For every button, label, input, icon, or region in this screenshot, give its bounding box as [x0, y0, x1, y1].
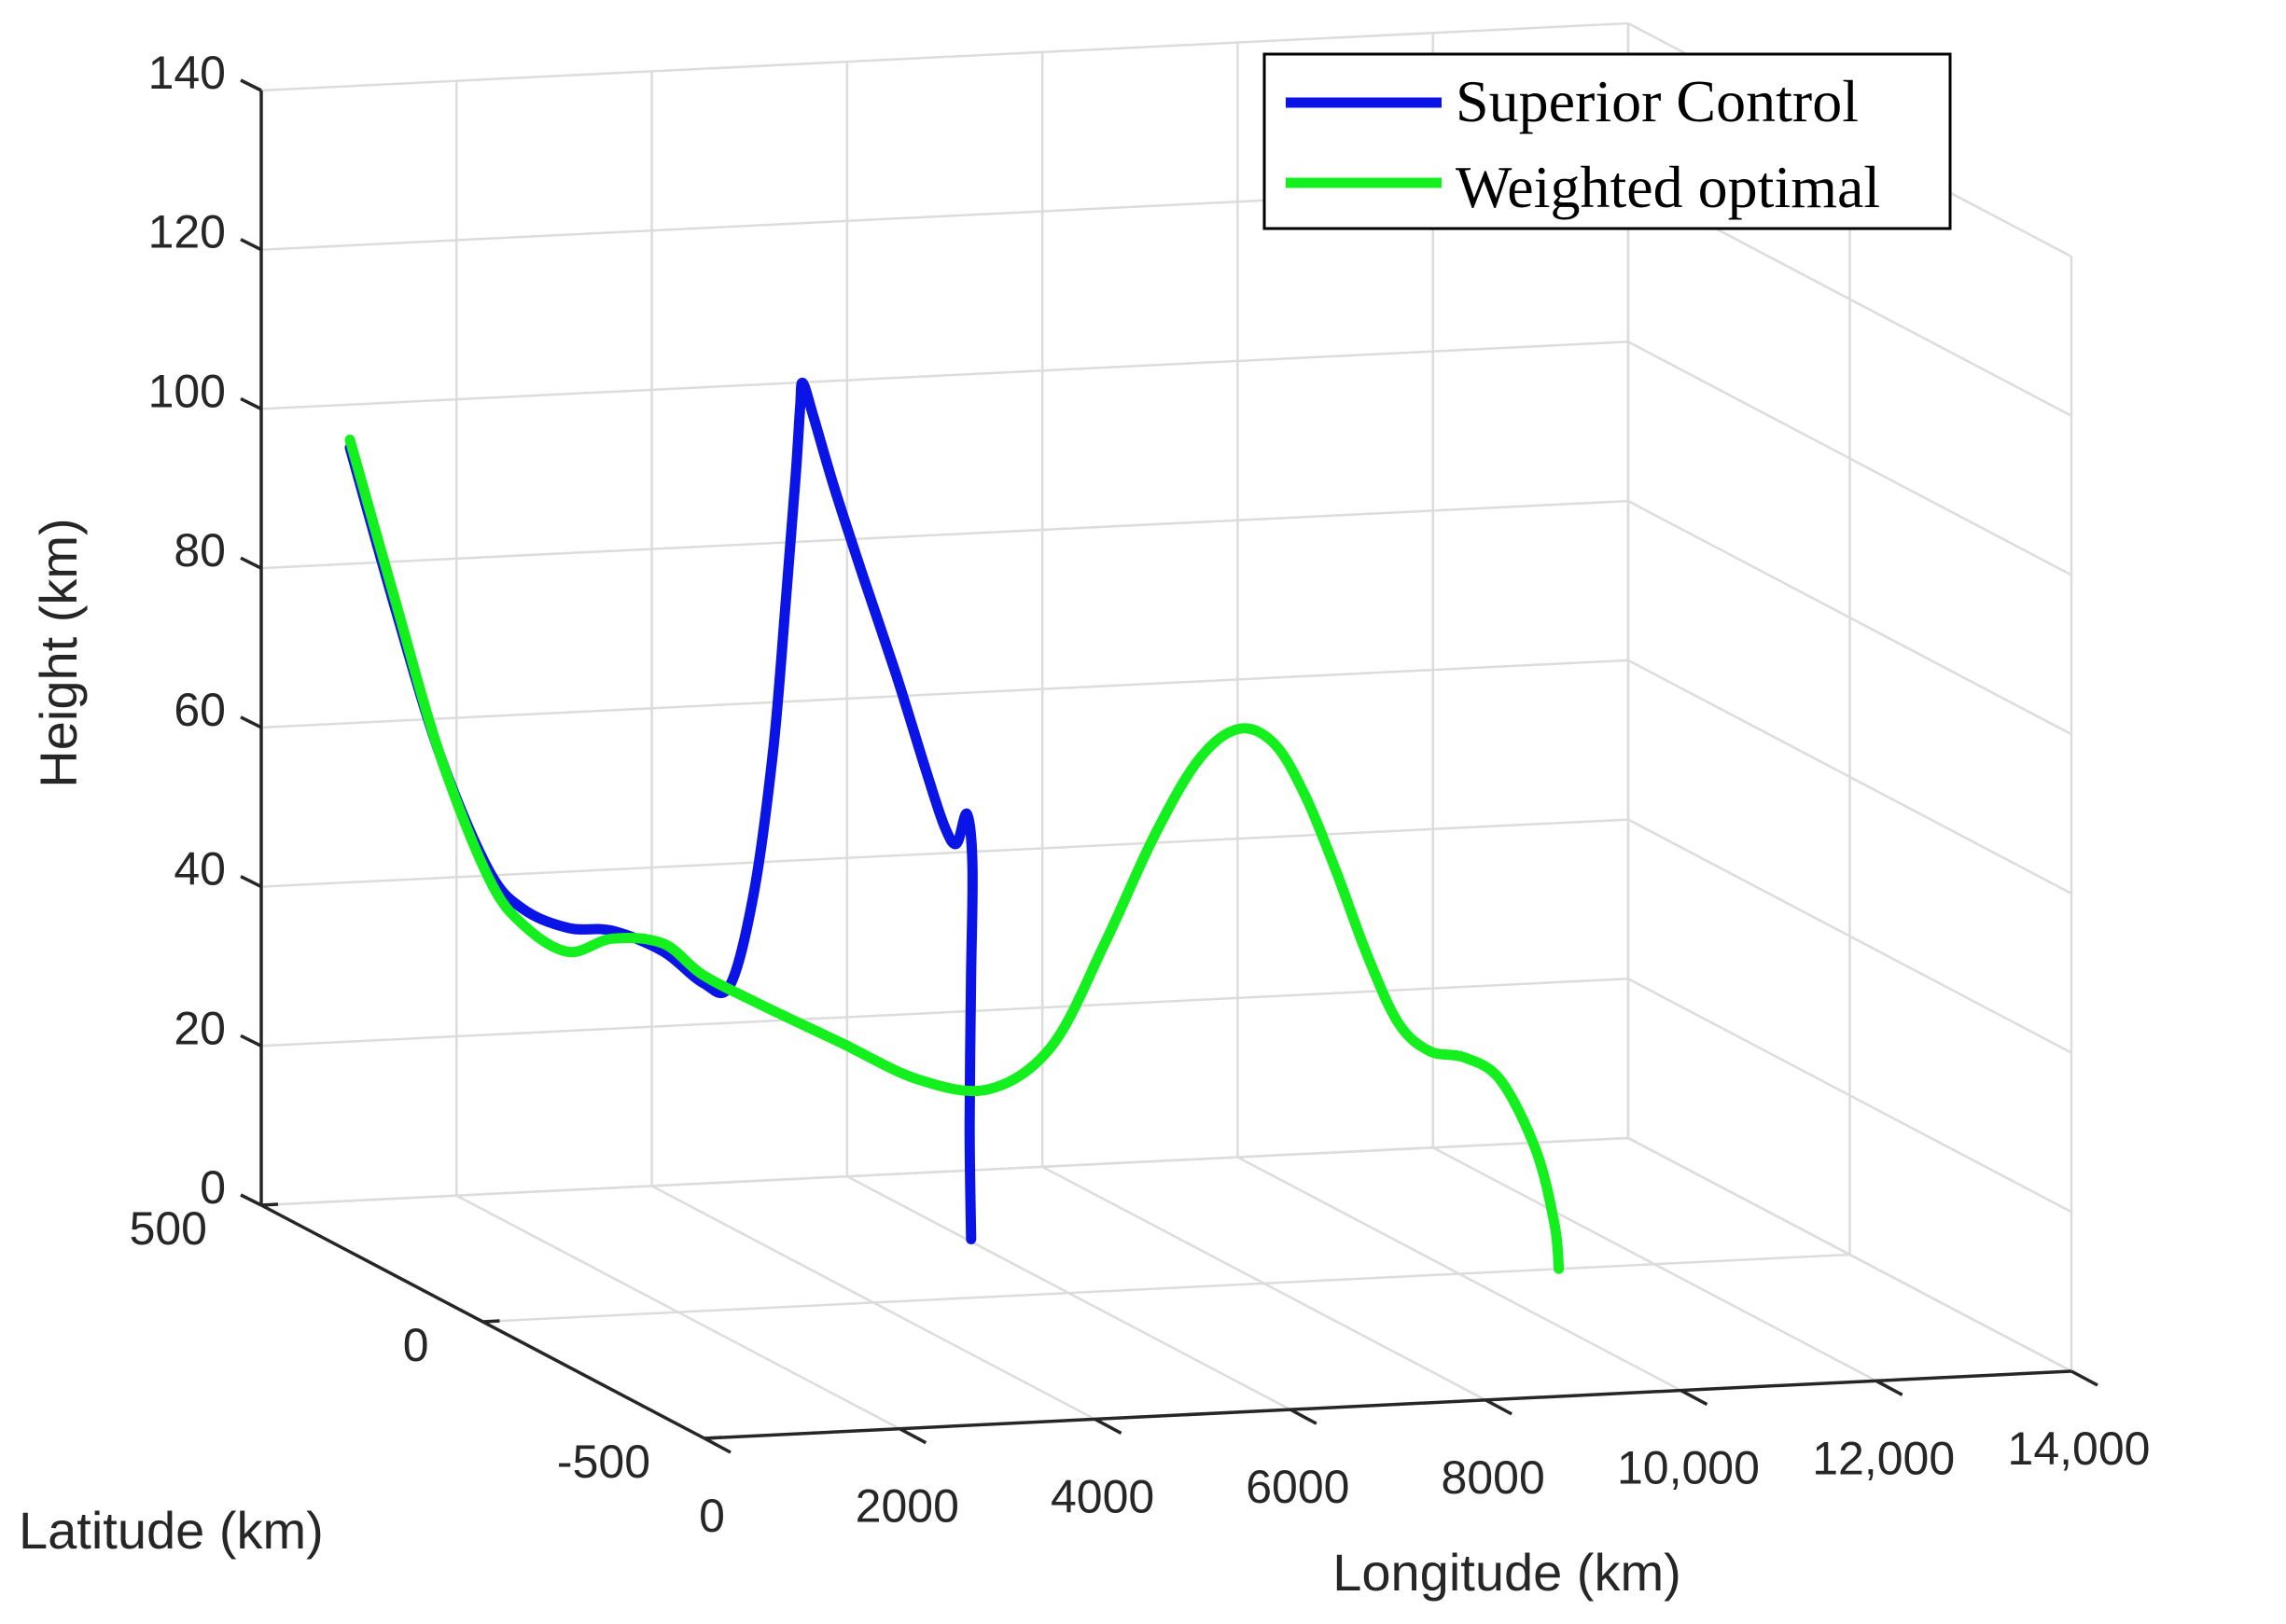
z-tick-mark — [240, 875, 262, 889]
z-tick-mark — [240, 1034, 262, 1048]
x-tick-label: 10,000 — [1617, 1442, 1760, 1494]
z-tick-label: 60 — [174, 684, 226, 736]
z-tick-mark — [240, 78, 262, 92]
grid-line-floor-y — [260, 1136, 1629, 1207]
y-axis-title: Latitude (km) — [19, 1501, 324, 1560]
x-tick-label: 4000 — [1051, 1470, 1154, 1522]
tick-layer: 0 2000 4000 6000 8000 10,000 12,000 14,000 -500 0… — [130, 47, 2151, 1542]
grid-line-back-z — [260, 340, 1629, 410]
y-tick-label: 0 — [403, 1319, 429, 1371]
z-tick-label: 40 — [174, 843, 226, 895]
series-layer — [344, 377, 1565, 1274]
x-tick-mark — [1094, 1417, 1122, 1435]
grid-line-floor-y — [482, 1253, 1850, 1324]
z-tick-mark — [240, 715, 262, 729]
z-tick-label: 140 — [148, 47, 226, 99]
series-line-superior-control — [344, 377, 978, 1244]
series-line-weighted-optimal — [344, 434, 1565, 1274]
z-tick-mark — [240, 396, 262, 410]
x-tick-label: 0 — [699, 1490, 725, 1542]
x-tick-mark — [1485, 1398, 1512, 1416]
x-tick-label: 8000 — [1442, 1451, 1545, 1504]
y-tick-mark — [482, 1319, 500, 1324]
legend-label-superior-control: Superior Control — [1456, 68, 1859, 134]
grid-line-back-z — [260, 21, 1629, 92]
z-tick-mark — [240, 238, 262, 252]
z-tick-label: 80 — [174, 524, 226, 576]
z-tick-label: 120 — [148, 206, 226, 258]
y-tick-label: -500 — [557, 1436, 650, 1488]
legend-box — [1262, 52, 1952, 230]
z-tick-mark — [240, 1193, 262, 1207]
x-axis-line — [704, 1369, 2072, 1440]
x-tick-mark — [1680, 1389, 1708, 1407]
legend-label-weighted-optimal: Weighted optimal — [1456, 154, 1880, 220]
x-tick-mark — [899, 1427, 927, 1445]
x-tick-mark — [1289, 1408, 1317, 1425]
legend: Superior Control Weighted optimal — [1262, 52, 1952, 230]
z-tick-label: 100 — [148, 365, 226, 417]
z-tick-mark — [240, 556, 262, 570]
x-axis-title: Longitude (km) — [1332, 1543, 1681, 1602]
x-tick-mark — [1875, 1379, 1903, 1396]
z-tick-label: 20 — [174, 1002, 226, 1054]
y-tick-label: 500 — [130, 1202, 207, 1255]
z-tick-label: 0 — [200, 1161, 226, 1214]
grid-line-back-z — [260, 978, 1629, 1048]
grid-layer — [259, 21, 2073, 1440]
x-tick-label: 12,000 — [1812, 1432, 1955, 1484]
grid-line-back-z — [260, 499, 1629, 570]
y-tick-mark — [260, 1202, 279, 1207]
x-tick-mark — [704, 1437, 732, 1454]
y-tick-mark — [704, 1436, 722, 1440]
grid-line-back-z — [260, 659, 1629, 729]
x-tick-label: 6000 — [1246, 1461, 1349, 1513]
x-tick-label: 14,000 — [2008, 1423, 2151, 1475]
x-tick-mark — [2070, 1369, 2098, 1387]
z-axis-title: Height (km) — [29, 518, 88, 787]
x-tick-label: 2000 — [856, 1480, 959, 1533]
